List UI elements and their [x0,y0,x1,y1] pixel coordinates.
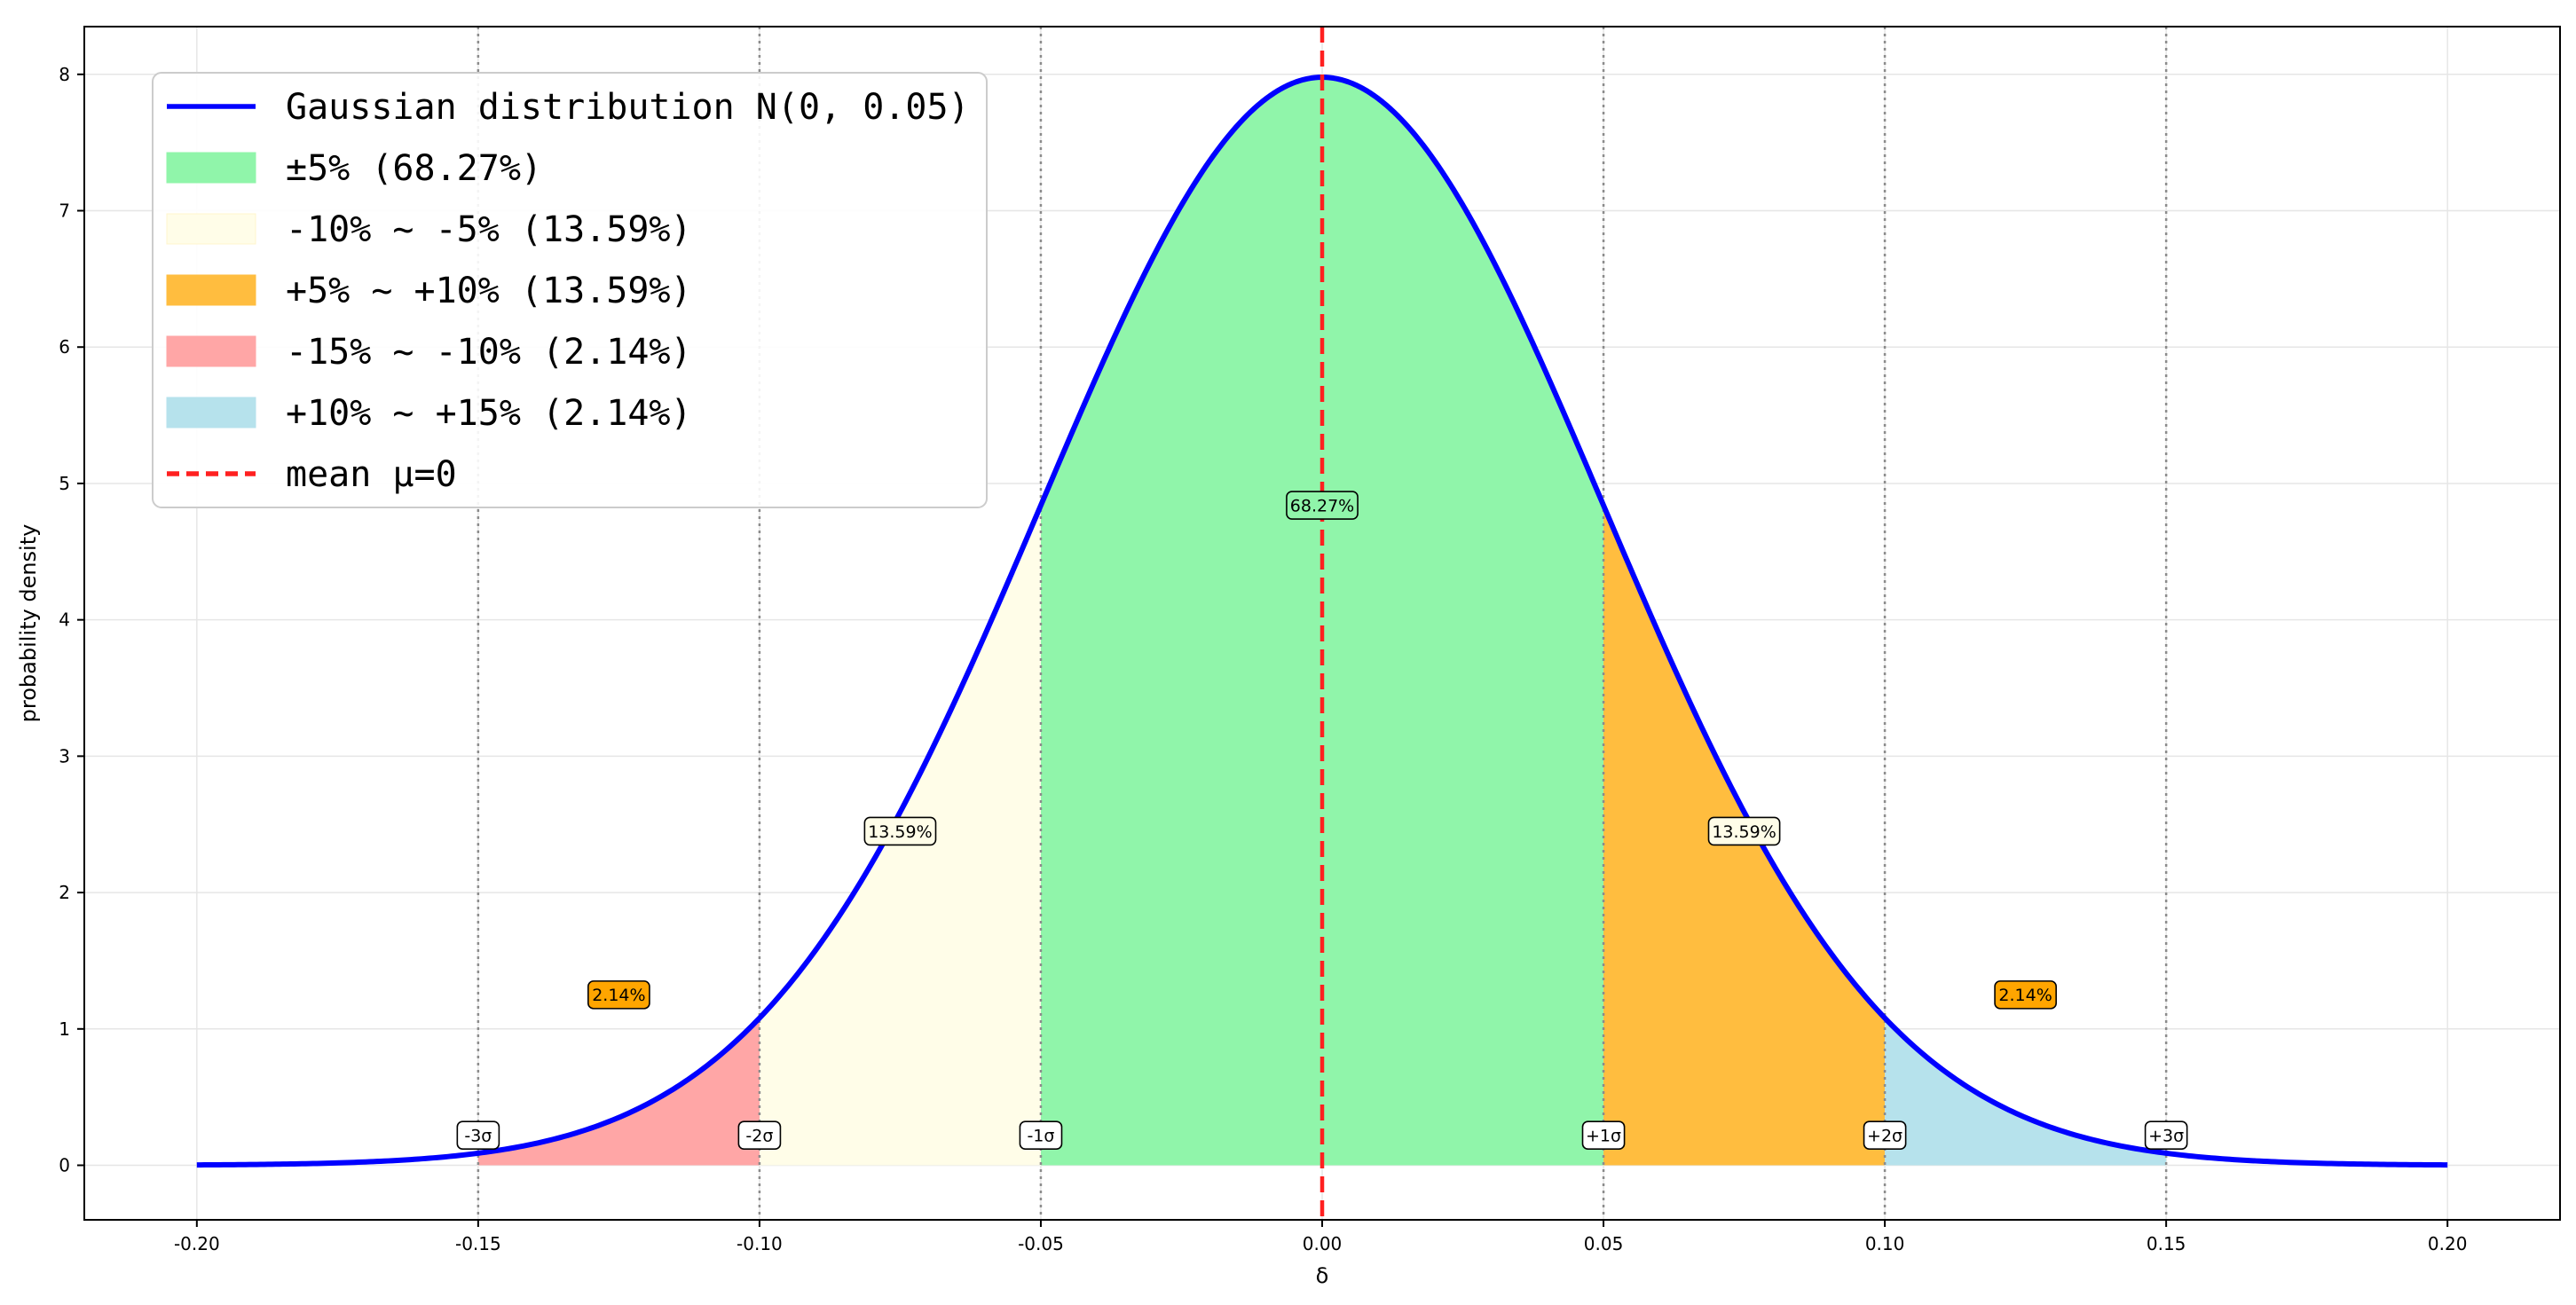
percent-label-box [1707,816,1781,846]
legend-entry: Gaussian distribution N(0, 0.05) [167,87,970,128]
sigma-label: +1σ [1581,1120,1626,1150]
y-tick-label: 6 [59,336,70,358]
x-tick-label: 0.05 [1584,1233,1624,1254]
percent-label-text: 13.59% [1712,822,1776,842]
legend-entry: -15% ~ -10% (2.14%) [166,332,692,373]
sigma-label-box [1581,1120,1626,1150]
y-tick-label: 8 [59,64,70,85]
legend-label: -10% ~ -5% (13.59%) [286,209,692,250]
y-tick-label: 2 [59,882,70,903]
percent-label-box [1994,980,2057,1010]
sigma-label-box [456,1120,500,1150]
x-tick-label: 0.20 [2428,1233,2468,1254]
y-tick-label: 4 [59,609,70,631]
region-area [1885,1018,2167,1166]
legend-label: ±5% (68.27%) [286,148,542,189]
percent-label-box [587,980,650,1010]
sigma-label-box [1019,1120,1063,1150]
region-area [477,1018,760,1166]
percent-label: 13.59% [1707,816,1781,846]
percent-label: 2.14% [587,980,650,1010]
axes-layer: -0.20 -0.15 -0.10 -0.05 0.00 0.05 0.10 0.15 0.20… [59,26,2561,1254]
sigma-label: +3σ [2144,1120,2188,1150]
sigma-label: -1σ [1019,1120,1063,1150]
legend-entry: ±5% (68.27%) [166,148,542,189]
sigma-label: +2σ [1863,1120,1907,1150]
legend-label: +10% ~ +15% (2.14%) [286,393,692,434]
legend-entry: +5% ~ +10% (13.59%) [166,271,692,311]
legend-label: -15% ~ -10% (2.14%) [286,332,692,373]
legend-entry: mean μ=0 [167,454,457,495]
x-tick-label: 0.10 [1865,1233,1905,1254]
legend: Gaussian distribution N(0, 0.05) ±5% (68.… [152,72,988,508]
sigma-label: -3σ [456,1120,500,1150]
legend-label: +5% ~ +10% (13.59%) [286,271,692,311]
sigma-label-text: +3σ [2148,1127,2184,1146]
x-tick-label: -0.05 [1018,1233,1064,1254]
legend-label: Gaussian distribution N(0, 0.05) [286,87,970,128]
x-tick-label: -0.20 [174,1233,220,1254]
y-tick-label: 3 [59,745,70,766]
sigma-label-text: -2σ [745,1127,773,1146]
percent-label-text: 2.14% [592,986,645,1005]
y-axis-label: probability density [16,524,41,723]
x-tick-label: -0.10 [737,1233,783,1254]
legend-patch-swatch [166,152,256,184]
percent-label-box [1286,491,1359,520]
x-tick-label: -0.15 [455,1233,501,1254]
percent-label: 13.59% [863,816,937,846]
sigma-label-text: -1σ [1027,1127,1054,1146]
y-tick-label: 5 [59,473,70,494]
x-axis-label: δ [1316,1263,1329,1288]
percent-label-box [863,816,937,846]
sigma-label: -2σ [737,1120,782,1150]
percent-label: 68.27% [1286,491,1359,520]
sigma-label-text: +2σ [1867,1127,1902,1146]
y-tick-label: 1 [59,1018,70,1040]
x-tick-label: 0.00 [1303,1233,1343,1254]
y-tick-label: 7 [59,200,70,222]
annotation-layer: -3σ -2σ -1σ +1σ +2σ +3σ 68.27% 13.59% 13.59% 2.14… [456,491,2188,1150]
region-area [1040,77,1604,1166]
percent-label-text: 13.59% [868,822,932,842]
sigma-label-box [2144,1120,2188,1150]
legend-patch-swatch [166,274,256,306]
sigma-label-text: -3σ [464,1127,492,1146]
legend-patch-swatch [166,397,256,428]
legend-entry: -10% ~ -5% (13.59%) [166,209,692,250]
percent-label: 2.14% [1994,980,2057,1010]
sigma-label-box [737,1120,782,1150]
sigma-label-text: +1σ [1586,1127,1621,1146]
percent-label-text: 2.14% [1998,986,2052,1005]
legend-patch-swatch [166,335,256,367]
legend-box [152,72,988,508]
x-tick-label: 0.15 [2147,1233,2186,1254]
legend-entry: +10% ~ +15% (2.14%) [166,393,692,434]
legend-label: mean μ=0 [286,454,457,495]
y-tick-label: 0 [59,1155,70,1176]
sigma-label-box [1863,1120,1907,1150]
percent-label-text: 68.27% [1290,496,1354,515]
legend-patch-swatch [166,213,256,245]
